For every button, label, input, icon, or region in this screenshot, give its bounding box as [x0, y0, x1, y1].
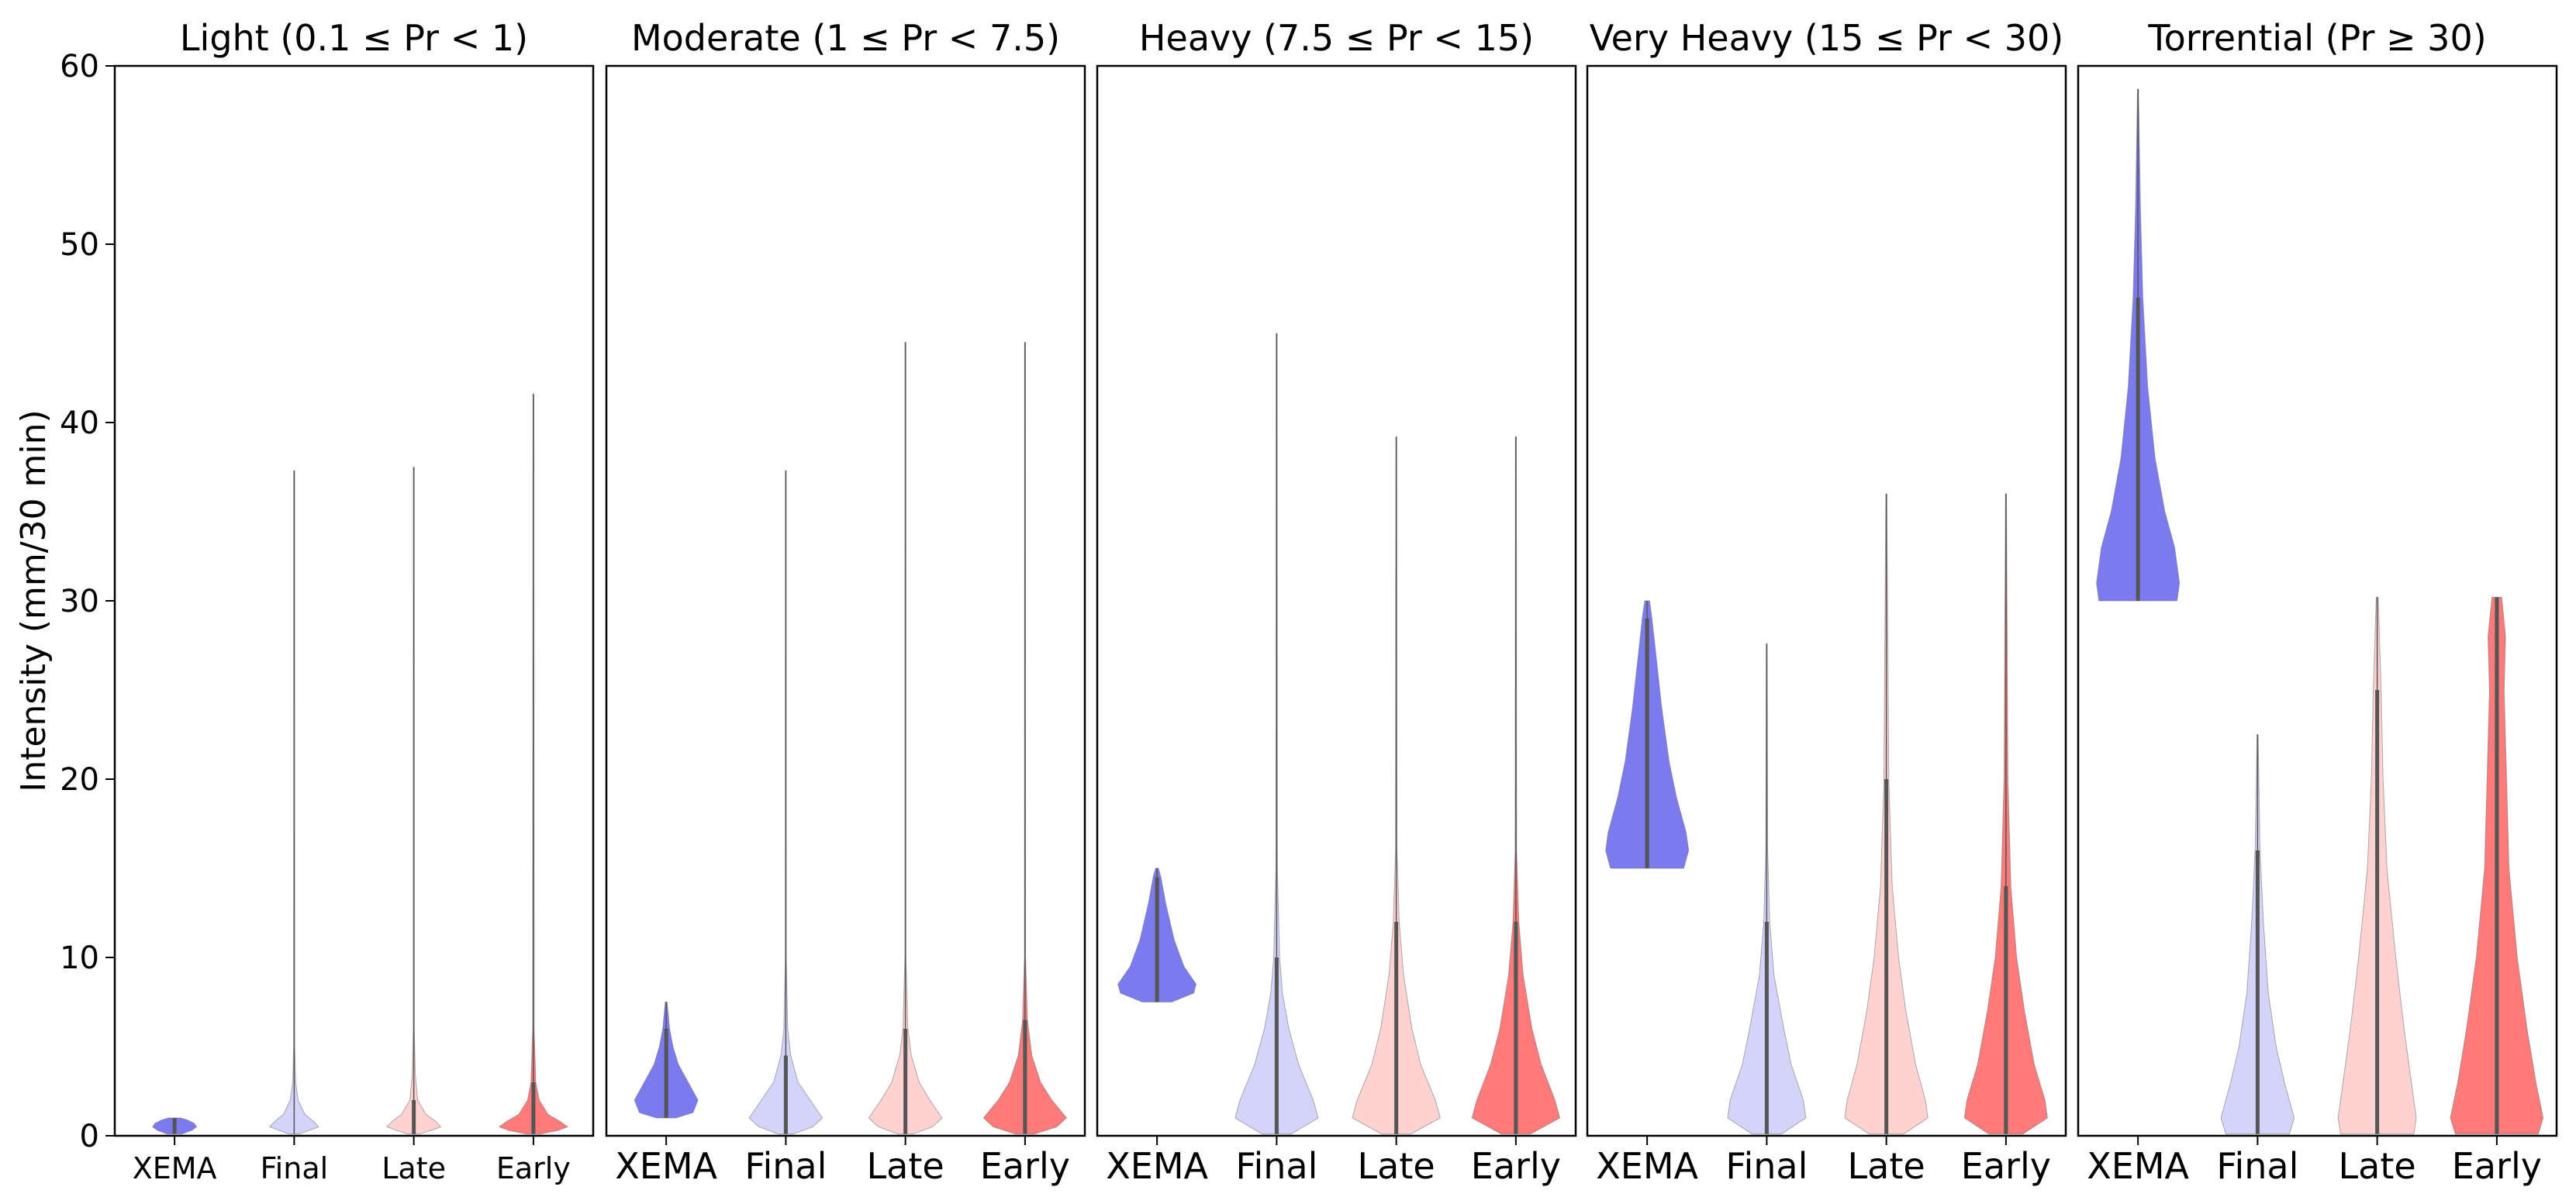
y-tick-label: 60: [60, 49, 99, 85]
y-tick-label: 0: [80, 1119, 99, 1154]
x-tick-label: Late: [382, 1151, 446, 1185]
panel-frame: [2077, 64, 2558, 1137]
panel-title: Light (0.1 ≤ Pr < 1): [180, 17, 528, 59]
x-tick-label: Early: [980, 1145, 1070, 1187]
x-tick-label: XEMA: [1596, 1145, 1698, 1187]
panel-frame: [605, 64, 1086, 1137]
y-tick-label: 30: [60, 584, 99, 619]
panel-title: Very Heavy (15 ≤ Pr < 30): [1590, 17, 2063, 59]
panel-frame: [1096, 64, 1577, 1137]
x-tick-label: Late: [1358, 1145, 1435, 1187]
y-axis-label: Intensity (mm/30 min): [14, 409, 54, 792]
x-tick-label: XEMA: [615, 1145, 717, 1187]
x-tick-label: Final: [2216, 1145, 2298, 1187]
panel-frame: [1586, 64, 2067, 1137]
panel-title: Torrential (Pr ≥ 30): [2147, 17, 2486, 59]
x-tick-label: Early: [1961, 1145, 2051, 1187]
x-tick-label: Early: [2452, 1145, 2542, 1187]
x-tick-label: Final: [744, 1145, 827, 1187]
x-tick-label: XEMA: [133, 1151, 217, 1185]
x-tick-label: XEMA: [1106, 1145, 1208, 1187]
x-tick-label: XEMA: [2087, 1145, 2189, 1187]
x-tick-label: Early: [496, 1151, 571, 1185]
x-tick-label: Late: [1848, 1145, 1925, 1187]
y-tick-label: 10: [60, 940, 99, 976]
panel-title: Heavy (7.5 ≤ Pr < 15): [1139, 17, 1534, 59]
x-tick-label: Final: [1725, 1145, 1808, 1187]
x-tick-label: Final: [1235, 1145, 1317, 1187]
y-tick-label: 20: [60, 762, 99, 798]
panel-title: Moderate (1 ≤ Pr < 7.5): [631, 17, 1060, 59]
x-tick-label: Late: [867, 1145, 944, 1187]
x-tick-label: Early: [1471, 1145, 1561, 1187]
y-tick-label: 40: [60, 405, 99, 441]
x-tick-label: Late: [2339, 1145, 2416, 1187]
panel-frame: [113, 64, 595, 1137]
y-tick-label: 50: [60, 227, 99, 263]
x-tick-label: Final: [261, 1151, 329, 1185]
